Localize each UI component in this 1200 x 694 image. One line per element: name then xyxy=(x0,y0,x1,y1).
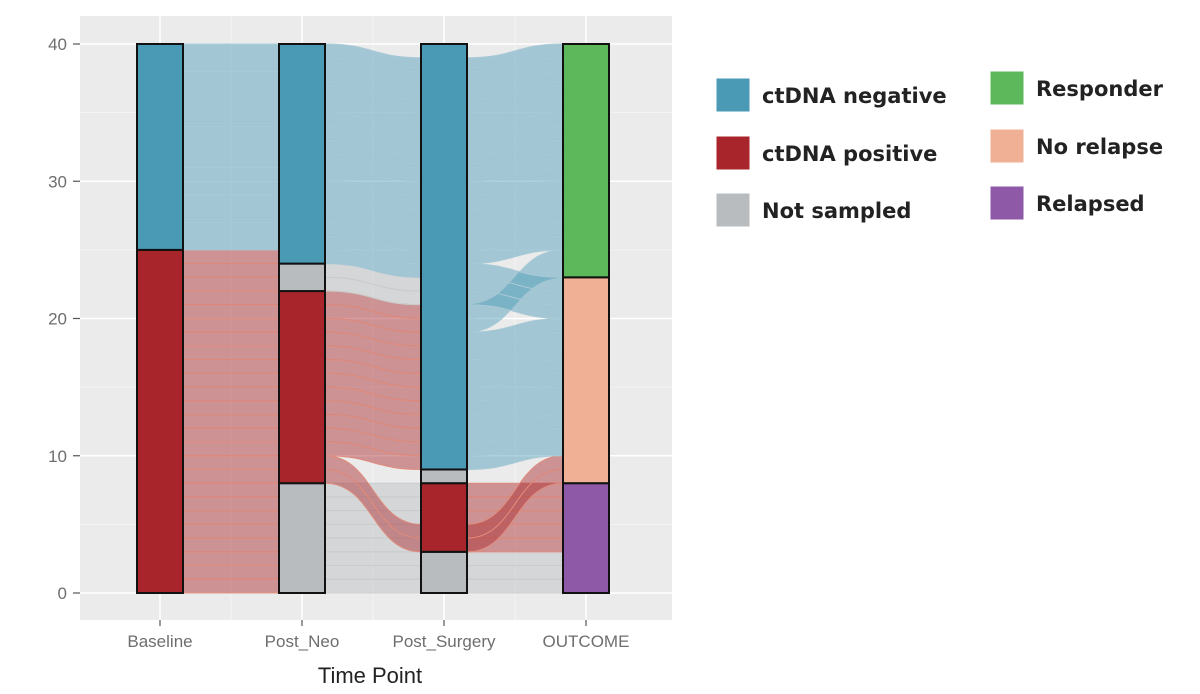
flow-ribbon xyxy=(182,510,280,525)
flow-ribbon xyxy=(182,249,280,265)
y-axis: 0 10 20 30 40 xyxy=(48,35,80,603)
flow-ribbon xyxy=(182,153,280,169)
legend: ctDNA negative ctDNA positive Not sampled R… xyxy=(715,70,1164,228)
flow-ribbon xyxy=(182,290,280,306)
flow-ribbon xyxy=(182,372,280,388)
legend-label: Not sampled xyxy=(762,199,911,223)
y-tick-label: 20 xyxy=(48,310,67,329)
legend-swatch xyxy=(989,70,1025,106)
flow-ribbon xyxy=(182,386,280,402)
flow-ribbon xyxy=(182,578,280,594)
flow-ribbon xyxy=(182,235,280,251)
flow-ribbon xyxy=(182,427,280,443)
stack-segment xyxy=(420,550,468,595)
stack-segment xyxy=(562,482,610,595)
flow-ribbon xyxy=(182,98,280,114)
flow-ribbon xyxy=(182,359,280,374)
flow-ribbon xyxy=(182,468,280,484)
x-axis-title: Time Point xyxy=(318,663,422,688)
flow-ribbon xyxy=(182,125,280,141)
y-tick-label: 40 xyxy=(48,35,67,54)
flow-ribbon xyxy=(182,414,280,429)
stack-segment xyxy=(278,43,326,265)
legend-label: Relapsed xyxy=(1036,192,1145,216)
x-tick-label: Post_Neo xyxy=(265,632,340,651)
stack-segment xyxy=(278,482,326,595)
x-axis: Baseline Post_Neo Post_Surgery OUTCOME xyxy=(127,620,629,651)
flow-ribbon xyxy=(182,345,280,361)
flow-ribbon xyxy=(182,84,280,100)
flow-ribbon xyxy=(324,551,422,567)
flow-ribbon xyxy=(182,455,280,470)
flow-ribbon xyxy=(182,537,280,553)
legend-item: No relapse xyxy=(989,128,1163,164)
legend-swatch xyxy=(989,185,1025,221)
legend-swatch xyxy=(715,135,751,171)
flow-ribbon xyxy=(182,194,280,210)
flow-ribbon xyxy=(182,496,280,512)
legend-item: Relapsed xyxy=(989,185,1145,221)
y-tick-label: 0 xyxy=(58,584,67,603)
flow-ribbon xyxy=(182,331,280,347)
flow-ribbon xyxy=(182,400,280,416)
flow-ribbon xyxy=(182,523,280,539)
flow-ribbon xyxy=(182,565,280,580)
legend-label: Responder xyxy=(1036,77,1164,101)
stack-segment xyxy=(562,276,610,485)
flow-ribbon xyxy=(182,139,280,155)
flow-ribbon xyxy=(182,221,280,237)
flow-ribbon xyxy=(182,70,280,86)
flow-ribbon xyxy=(182,112,280,127)
flow-ribbon xyxy=(324,578,422,594)
legend-item: ctDNA positive xyxy=(715,135,937,171)
flows xyxy=(182,43,564,594)
x-tick-label: Baseline xyxy=(127,632,192,651)
legend-swatch xyxy=(715,77,751,113)
flow-ribbon xyxy=(182,317,280,333)
legend-swatch xyxy=(989,128,1025,164)
flow-ribbon xyxy=(466,565,564,580)
stack-segment xyxy=(420,482,468,553)
legend-label: ctDNA positive xyxy=(762,142,937,166)
stack-segment xyxy=(278,290,326,485)
legend-item: Responder xyxy=(989,70,1164,106)
flow-ribbon xyxy=(182,263,280,278)
flow-ribbon xyxy=(182,276,280,292)
flow-ribbon xyxy=(182,57,280,72)
stacks xyxy=(136,43,610,595)
flow-ribbon xyxy=(182,167,280,182)
stack-segment xyxy=(420,468,468,485)
y-tick-label: 10 xyxy=(48,447,67,466)
y-tick-label: 30 xyxy=(48,172,67,191)
flow-ribbon xyxy=(182,551,280,567)
legend-item: Not sampled xyxy=(715,192,911,228)
legend-label: No relapse xyxy=(1036,135,1163,159)
flow-ribbon xyxy=(182,180,280,196)
legend-swatch xyxy=(715,192,751,228)
stack-segment xyxy=(278,262,326,293)
legend-label: ctDNA negative xyxy=(762,84,947,108)
stack-segment xyxy=(420,43,468,471)
flow-ribbon xyxy=(182,482,280,498)
x-tick-label: Post_Surgery xyxy=(393,632,496,651)
x-tick-label: OUTCOME xyxy=(543,632,630,651)
flow-ribbon xyxy=(182,304,280,320)
flow-ribbon xyxy=(324,565,422,580)
flow-ribbon xyxy=(182,43,280,59)
stack-segment xyxy=(562,43,610,279)
stack-segment xyxy=(136,43,184,251)
legend-item: ctDNA negative xyxy=(715,77,947,113)
flow-ribbon xyxy=(182,208,280,223)
flow-ribbon xyxy=(466,578,564,594)
stack-segment xyxy=(136,248,184,594)
flow-ribbon xyxy=(182,441,280,457)
flow-ribbon xyxy=(466,551,564,567)
